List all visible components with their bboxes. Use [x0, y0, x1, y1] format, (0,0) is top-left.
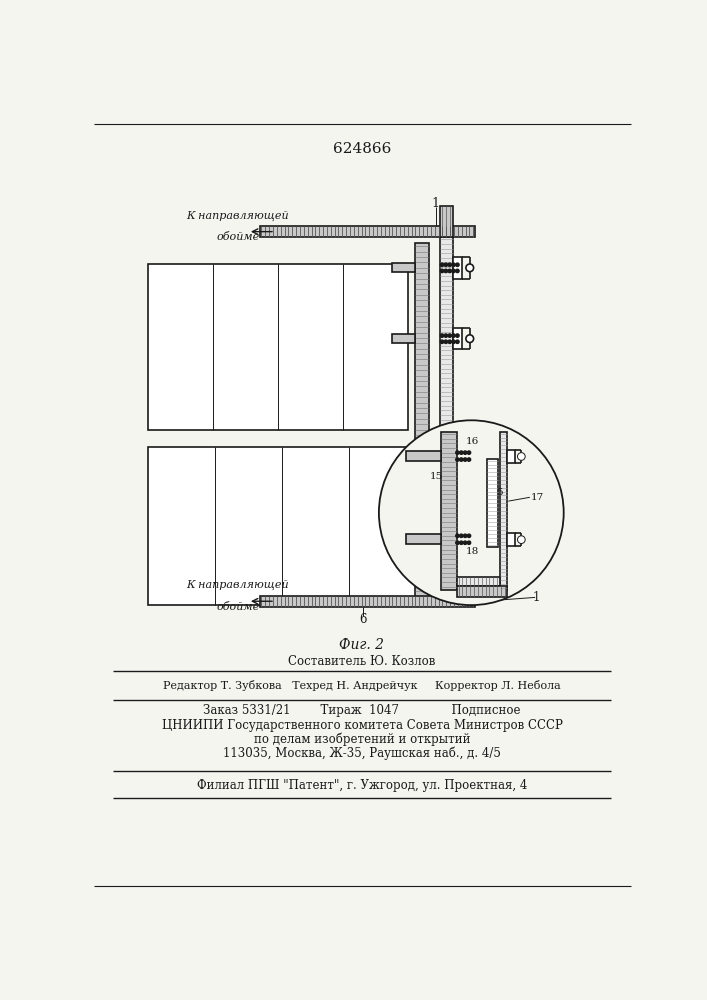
- Bar: [452, 257, 462, 279]
- Circle shape: [456, 269, 459, 273]
- Text: 6: 6: [360, 613, 367, 626]
- Bar: [500, 432, 508, 590]
- Text: обойме: обойме: [216, 602, 259, 612]
- Bar: [457, 586, 508, 597]
- Circle shape: [440, 340, 444, 343]
- Circle shape: [456, 458, 459, 461]
- Text: Филиал ПГШ "Патент", г. Ужгород, ул. Проектная, 4: Филиал ПГШ "Патент", г. Ужгород, ул. Про…: [197, 779, 527, 792]
- Circle shape: [456, 263, 459, 266]
- Text: Фиг. 2: Фиг. 2: [339, 638, 385, 652]
- Bar: [440, 235, 452, 597]
- Circle shape: [452, 334, 455, 337]
- Bar: [508, 533, 515, 546]
- Circle shape: [467, 458, 471, 461]
- Circle shape: [448, 263, 452, 266]
- Circle shape: [440, 263, 444, 266]
- Text: 624866: 624866: [333, 142, 391, 156]
- Circle shape: [440, 334, 444, 337]
- Bar: [259, 226, 475, 237]
- Circle shape: [460, 451, 463, 454]
- Circle shape: [452, 263, 455, 266]
- Circle shape: [448, 269, 452, 273]
- Circle shape: [460, 458, 463, 461]
- Text: 1: 1: [533, 591, 540, 604]
- Text: по делам изобретений и открытий: по делам изобретений и открытий: [254, 732, 470, 746]
- Circle shape: [444, 340, 448, 343]
- Circle shape: [464, 541, 467, 544]
- Circle shape: [464, 458, 467, 461]
- Text: обойме: обойме: [216, 232, 259, 242]
- Bar: [392, 334, 415, 343]
- Bar: [452, 328, 462, 349]
- Circle shape: [448, 340, 452, 343]
- Circle shape: [467, 541, 471, 544]
- Bar: [457, 577, 500, 586]
- Circle shape: [444, 269, 448, 273]
- Circle shape: [448, 334, 452, 337]
- Circle shape: [460, 534, 463, 537]
- Circle shape: [467, 534, 471, 537]
- Circle shape: [444, 263, 448, 266]
- Text: Составитель Ю. Козлов: Составитель Ю. Козлов: [288, 655, 436, 668]
- Circle shape: [456, 334, 459, 337]
- Text: К направляющей: К направляющей: [187, 580, 289, 590]
- Text: 17: 17: [530, 493, 544, 502]
- Circle shape: [518, 536, 525, 544]
- Circle shape: [466, 264, 474, 272]
- Text: 5: 5: [496, 488, 503, 497]
- Bar: [148, 447, 416, 605]
- Bar: [406, 534, 441, 544]
- Circle shape: [518, 453, 525, 460]
- Text: Заказ 5331/21        Тираж  1047              Подписное: Заказ 5331/21 Тираж 1047 Подписное: [203, 704, 520, 717]
- Circle shape: [456, 340, 459, 343]
- Bar: [487, 459, 498, 547]
- Text: К направляющей: К направляющей: [187, 211, 289, 221]
- Circle shape: [456, 541, 459, 544]
- Bar: [392, 263, 415, 272]
- Text: 113035, Москва, Ж-35, Раушская наб., д. 4/5: 113035, Москва, Ж-35, Раушская наб., д. …: [223, 746, 501, 760]
- Bar: [441, 432, 457, 590]
- Bar: [406, 451, 441, 461]
- Text: Редактор Т. Зубкова   Техред Н. Андрейчук     Корректор Л. Небола: Редактор Т. Зубкова Техред Н. Андрейчук …: [163, 680, 561, 691]
- Circle shape: [466, 335, 474, 343]
- Text: 18: 18: [466, 547, 479, 556]
- Bar: [148, 264, 408, 430]
- Bar: [508, 450, 515, 463]
- Circle shape: [440, 269, 444, 273]
- Circle shape: [452, 269, 455, 273]
- Bar: [259, 596, 475, 607]
- Circle shape: [467, 451, 471, 454]
- Circle shape: [460, 541, 463, 544]
- Bar: [415, 243, 429, 605]
- Circle shape: [464, 534, 467, 537]
- Circle shape: [452, 340, 455, 343]
- Circle shape: [444, 334, 448, 337]
- Text: 15: 15: [430, 472, 443, 481]
- Bar: [440, 206, 452, 237]
- Circle shape: [464, 451, 467, 454]
- Text: ЦНИИПИ Государственного комитета Совета Министров СССР: ЦНИИПИ Государственного комитета Совета …: [161, 719, 562, 732]
- Text: 16: 16: [466, 437, 479, 446]
- Circle shape: [456, 451, 459, 454]
- Circle shape: [456, 534, 459, 537]
- Circle shape: [379, 420, 563, 605]
- Text: 1: 1: [432, 197, 440, 210]
